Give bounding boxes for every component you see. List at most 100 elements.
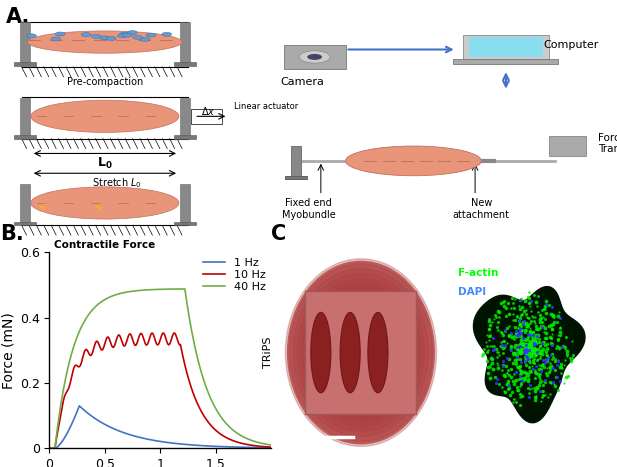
Point (523, 345, 532, 353)
Point (553, 335, 563, 342)
Point (529, 344, 539, 352)
Point (524, 340, 534, 348)
Point (530, 393, 540, 401)
Point (529, 339, 539, 347)
Text: Linear actuator: Linear actuator (234, 102, 299, 111)
Point (484, 325, 494, 333)
Point (540, 325, 550, 332)
Point (494, 308, 504, 316)
Point (555, 314, 565, 322)
Text: A.: A. (6, 7, 31, 28)
Point (503, 385, 513, 393)
Point (525, 357, 535, 365)
Point (486, 364, 495, 371)
Bar (285, 176, 307, 179)
Point (516, 346, 526, 353)
Point (511, 377, 521, 384)
Circle shape (289, 264, 433, 441)
Point (532, 348, 542, 355)
Point (520, 353, 530, 361)
Point (506, 330, 516, 338)
Point (524, 343, 534, 350)
Point (523, 323, 532, 330)
Point (532, 303, 542, 310)
Point (492, 353, 502, 360)
Point (524, 375, 534, 383)
Point (502, 369, 512, 377)
Text: Contractile Force: Contractile Force (54, 240, 155, 250)
Point (521, 340, 531, 347)
Point (506, 373, 516, 381)
Point (543, 355, 553, 363)
Point (552, 344, 561, 352)
Point (519, 319, 529, 326)
Point (505, 323, 515, 330)
Point (516, 340, 526, 347)
Point (530, 388, 540, 395)
Point (522, 347, 532, 355)
Point (533, 349, 543, 357)
Point (544, 368, 553, 375)
Circle shape (133, 35, 143, 39)
Point (507, 304, 516, 311)
Point (531, 338, 540, 346)
Point (490, 311, 500, 318)
Point (516, 296, 526, 303)
Point (500, 371, 510, 379)
Point (497, 342, 507, 350)
Circle shape (309, 289, 413, 417)
Point (485, 321, 495, 328)
Point (519, 348, 529, 355)
Point (514, 332, 524, 340)
Point (527, 353, 537, 361)
Point (528, 366, 537, 373)
Point (500, 389, 510, 396)
Circle shape (305, 283, 416, 422)
Point (526, 340, 536, 348)
Point (494, 313, 504, 320)
Point (520, 356, 529, 363)
Point (545, 365, 555, 372)
Point (521, 347, 531, 355)
Point (485, 361, 495, 369)
Point (516, 348, 526, 356)
Point (516, 380, 526, 388)
Point (493, 361, 503, 368)
Point (521, 350, 531, 357)
Point (515, 297, 524, 304)
Point (520, 346, 529, 353)
Point (517, 310, 527, 318)
Point (535, 379, 545, 386)
Point (520, 342, 530, 350)
Point (503, 332, 513, 340)
Point (537, 361, 547, 368)
Point (536, 343, 545, 350)
Point (531, 362, 541, 369)
Point (534, 335, 544, 342)
Point (540, 315, 550, 323)
Point (550, 382, 560, 389)
Point (520, 341, 529, 349)
Point (489, 345, 499, 353)
Point (553, 336, 563, 344)
Circle shape (325, 308, 397, 397)
Point (509, 335, 519, 343)
Point (525, 351, 535, 358)
Point (527, 347, 537, 354)
Point (493, 364, 503, 372)
Bar (284, 44, 346, 69)
Text: $\Delta x$: $\Delta x$ (201, 105, 215, 117)
Point (548, 378, 558, 386)
Point (495, 342, 505, 350)
Point (506, 366, 516, 373)
Point (536, 397, 546, 404)
Point (533, 332, 543, 340)
Point (526, 298, 536, 305)
Point (521, 357, 531, 364)
Point (525, 381, 535, 389)
Point (530, 366, 540, 373)
Point (511, 359, 521, 367)
Point (489, 365, 499, 372)
Point (502, 362, 511, 369)
Point (524, 346, 534, 353)
